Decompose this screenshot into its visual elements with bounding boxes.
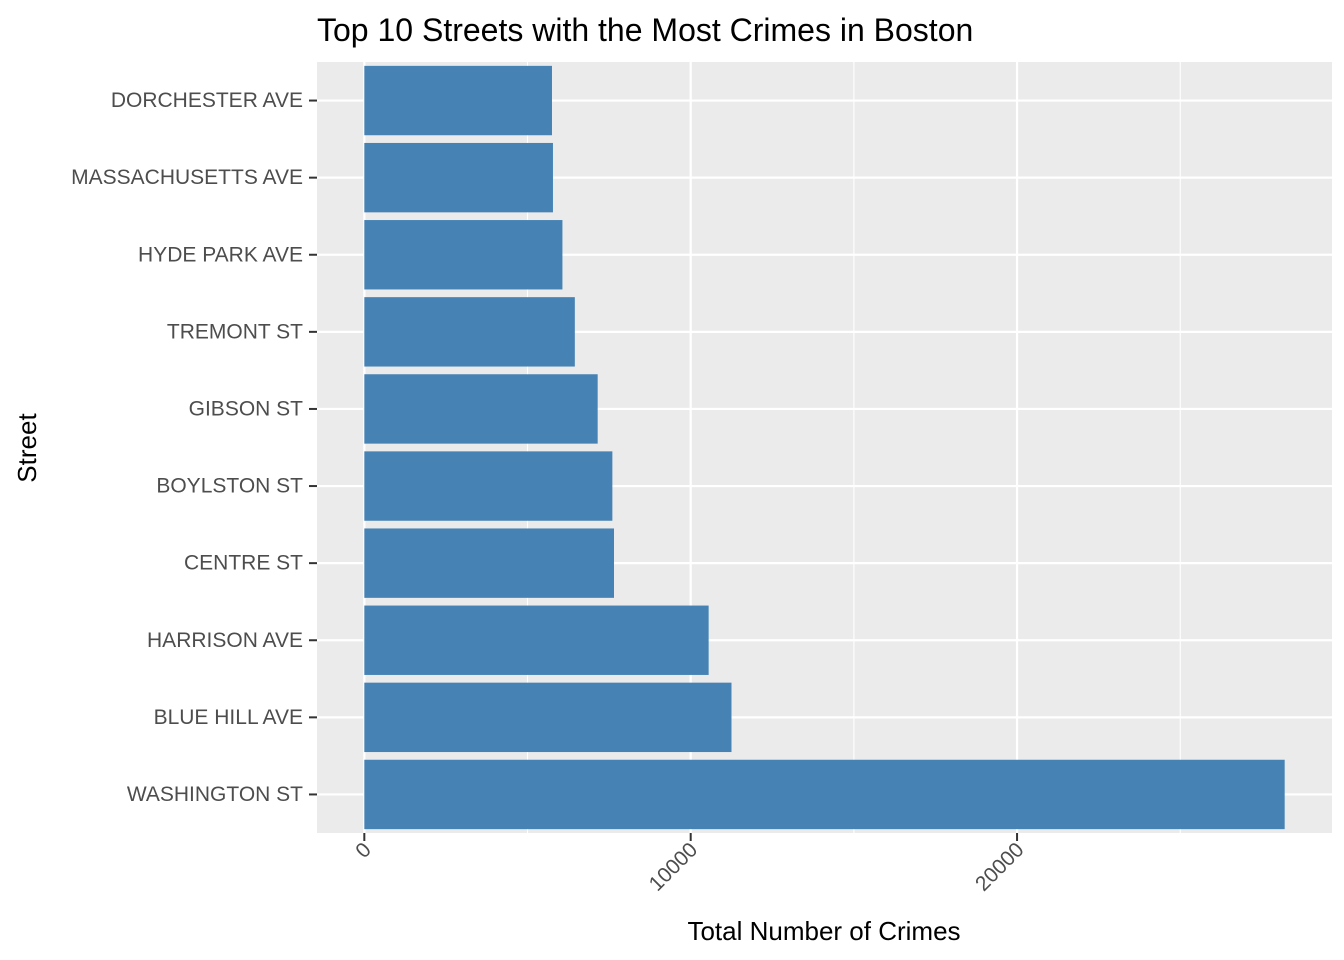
y-tick-label: CENTRE ST: [184, 552, 303, 575]
y-tick-label: MASSACHUSETTS AVE: [71, 166, 303, 189]
y-tick-label: BOYLSTON ST: [156, 475, 303, 498]
y-tick-label: GIBSON ST: [189, 397, 304, 420]
chart-title: Top 10 Streets with the Most Crimes in B…: [317, 12, 973, 48]
y-tick-label: WASHINGTON ST: [127, 783, 303, 806]
y-tick-label: BLUE HILL AVE: [154, 706, 303, 729]
bar: [364, 374, 598, 444]
y-tick-label: HARRISON AVE: [147, 629, 303, 652]
bar: [364, 220, 563, 290]
y-axis-title: Street: [12, 413, 42, 483]
bar: [364, 142, 553, 213]
bars: [364, 65, 1285, 830]
bar: [364, 759, 1285, 830]
bar: [364, 65, 552, 136]
bar: [364, 451, 613, 521]
y-tick-label: HYDE PARK AVE: [138, 243, 303, 266]
y-axis: WASHINGTON ST BLUE HILL AVE HARRISON AVE CE…: [71, 89, 317, 806]
bar: [364, 297, 575, 367]
y-tick-label: DORCHESTER AVE: [111, 89, 303, 112]
bar: [364, 682, 732, 753]
bar: [364, 528, 614, 598]
x-axis-title: Total Number of Crimes: [687, 916, 960, 946]
y-tick-label: TREMONT ST: [167, 320, 303, 343]
bar: [364, 605, 709, 675]
